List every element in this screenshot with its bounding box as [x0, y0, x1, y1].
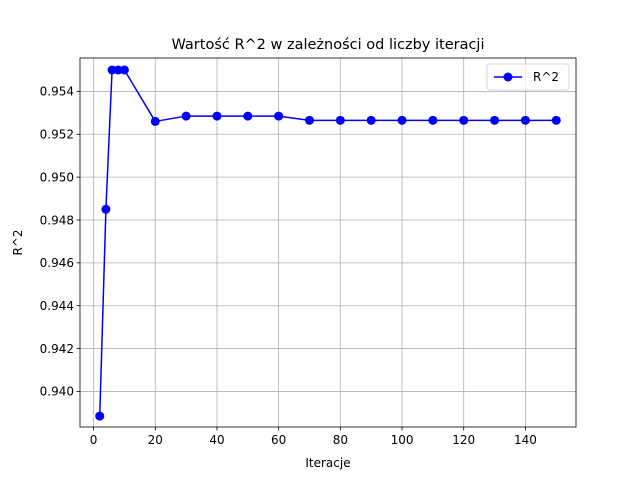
legend-box — [486, 63, 570, 91]
x-tick-label: 60 — [271, 433, 286, 447]
y-tick-label: 0.952 — [40, 128, 74, 142]
y-tick-label: 0.948 — [40, 213, 74, 227]
x-tick-label: 100 — [391, 433, 414, 447]
data-point — [243, 111, 253, 121]
y-tick-label: 0.950 — [40, 170, 74, 184]
data-point — [397, 115, 407, 125]
data-point — [107, 65, 117, 75]
y-axis: 0.940 0.942 0.944 0.946 0.948 0.950 0.952 0.954 — [40, 85, 80, 399]
data-point — [366, 115, 376, 125]
data-point — [428, 115, 438, 125]
x-axis-label: Iteracje — [305, 456, 350, 470]
data-point — [212, 111, 222, 121]
y-tick-label: 0.946 — [40, 256, 74, 270]
data-point — [101, 204, 111, 214]
x-tick-label: 80 — [333, 433, 348, 447]
y-tick-label: 0.944 — [40, 299, 74, 313]
data-point — [490, 115, 500, 125]
data-point — [95, 411, 105, 421]
data-point — [459, 115, 469, 125]
y-tick-label: 0.940 — [40, 385, 74, 399]
y-tick-label: 0.954 — [40, 85, 74, 99]
data-point — [113, 65, 123, 75]
data-point — [304, 115, 314, 125]
x-tick-label: 120 — [452, 433, 475, 447]
legend: R^2 — [486, 63, 570, 91]
data-point — [119, 65, 129, 75]
data-point — [520, 115, 530, 125]
chart-title: Wartość R^2 w zależności od liczby itera… — [172, 37, 485, 53]
x-tick-label: 0 — [90, 433, 98, 447]
legend-marker-r2 — [503, 72, 513, 82]
y-tick-label: 0.942 — [40, 342, 74, 356]
plot-area — [95, 65, 561, 421]
y-axis-label: R^2 — [11, 229, 25, 255]
legend-label-r2: R^2 — [533, 70, 559, 84]
x-tick-label: 20 — [148, 433, 163, 447]
data-point — [274, 111, 284, 121]
data-point — [551, 115, 561, 125]
data-point — [335, 115, 345, 125]
x-tick-label: 40 — [209, 433, 224, 447]
x-axis: 0 20 40 60 80 100 120 140 — [90, 427, 537, 447]
x-tick-label: 140 — [514, 433, 537, 447]
data-point — [150, 116, 160, 126]
axes-frame — [79, 57, 577, 428]
data-point — [181, 111, 191, 121]
